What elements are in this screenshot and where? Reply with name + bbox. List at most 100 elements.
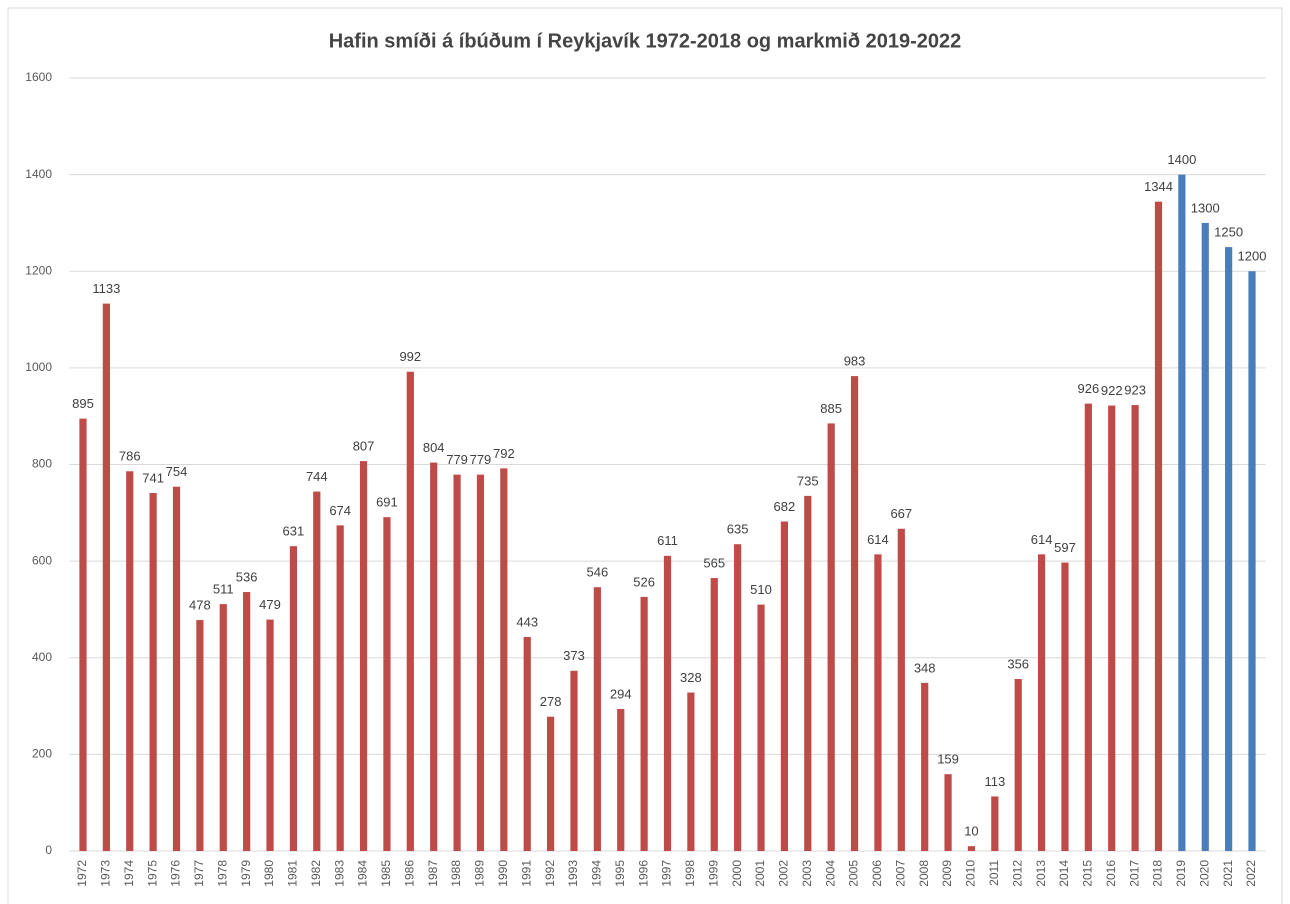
bar (359, 461, 368, 851)
data-label: 804 (423, 440, 445, 455)
x-tick-label: 1973 (99, 860, 113, 887)
x-tick-label: 1992 (543, 860, 557, 887)
data-label: 744 (306, 469, 328, 484)
data-label: 786 (119, 449, 141, 464)
data-label: 614 (1031, 532, 1053, 547)
y-tick-label: 400 (32, 650, 52, 664)
bar (219, 604, 227, 851)
data-label: 479 (259, 597, 281, 612)
bar (266, 619, 274, 851)
x-tick-label: 1996 (636, 860, 650, 887)
x-tick-label: 2005 (847, 860, 861, 887)
bar (827, 423, 835, 851)
data-label: 526 (633, 574, 655, 589)
bar (79, 418, 87, 851)
x-tick-label: 2014 (1057, 860, 1071, 887)
x-tick-label: 1984 (356, 860, 370, 887)
bar (1061, 562, 1069, 851)
bar (336, 525, 344, 851)
bar (1201, 222, 1209, 851)
bar (850, 376, 859, 851)
data-label: 443 (516, 614, 538, 629)
bar (523, 636, 531, 851)
data-label: 682 (774, 499, 796, 514)
x-tick-label: 2012 (1010, 860, 1024, 887)
x-tick-label: 1990 (496, 860, 510, 887)
bar (804, 495, 812, 851)
x-tick-label: 2003 (800, 860, 814, 887)
y-tick-label: 800 (32, 457, 52, 471)
bar (546, 716, 555, 851)
x-tick-label: 1999 (706, 860, 720, 887)
x-tick-label: 2022 (1244, 860, 1258, 887)
bar (126, 471, 134, 851)
x-tick-label: 1998 (683, 860, 697, 887)
data-label: 159 (937, 752, 959, 767)
data-label: 923 (1124, 383, 1146, 398)
bar (383, 517, 391, 851)
data-label: 779 (446, 452, 468, 467)
bar (406, 371, 414, 851)
x-tick-label: 2001 (753, 860, 767, 887)
bar (453, 474, 461, 851)
bar (1014, 679, 1022, 851)
data-label: 328 (680, 670, 702, 685)
bar (663, 555, 672, 851)
data-label: 1133 (92, 281, 120, 296)
data-label: 113 (984, 774, 1005, 789)
data-label: 667 (890, 506, 912, 521)
data-label: 611 (657, 533, 678, 548)
bar (1131, 405, 1139, 851)
bar (921, 682, 929, 851)
data-label: 631 (283, 524, 305, 539)
bar (476, 474, 485, 851)
bar (734, 544, 742, 851)
x-tick-label: 2016 (1104, 860, 1118, 887)
data-label: 1250 (1214, 225, 1243, 240)
x-tick-label: 2000 (730, 860, 744, 887)
y-tick-label: 0 (45, 843, 52, 857)
y-tick-label: 1000 (25, 360, 52, 374)
data-label: 1400 (1167, 152, 1196, 167)
data-label: 1200 (1238, 249, 1267, 264)
x-tick-label: 1979 (239, 860, 253, 887)
x-tick-label: 1991 (519, 860, 533, 887)
x-tick-label: 1981 (286, 860, 300, 887)
x-tick-label: 1986 (402, 860, 416, 887)
y-tick-label: 1200 (25, 263, 52, 277)
data-label: 691 (376, 495, 398, 510)
bar (617, 708, 625, 851)
bar (687, 692, 695, 851)
x-tick-label: 1994 (590, 860, 604, 887)
bar (102, 303, 110, 851)
data-label: 373 (563, 648, 585, 663)
data-label: 536 (236, 569, 258, 584)
bar (430, 462, 438, 851)
x-tick-label: 1997 (660, 860, 674, 887)
bar (757, 604, 765, 851)
x-tick-label: 2021 (1221, 860, 1235, 887)
x-tick-label: 1985 (379, 860, 393, 887)
bar (1037, 554, 1046, 851)
data-label: 779 (470, 452, 492, 467)
x-tick-label: 1977 (192, 860, 206, 887)
chart-title: Hafin smíði á íbúðum í Reykjavík 1972-20… (329, 30, 962, 52)
data-label: 478 (189, 598, 211, 613)
bar (710, 578, 718, 851)
x-tick-label: 1982 (309, 860, 323, 887)
x-tick-label: 2015 (1081, 860, 1095, 887)
data-label: 922 (1101, 383, 1123, 398)
x-tick-label: 2011 (987, 860, 1001, 886)
y-tick-label: 600 (32, 553, 52, 567)
bar (593, 587, 601, 851)
data-label: 510 (750, 582, 772, 597)
data-label: 348 (914, 660, 936, 675)
bar (1178, 174, 1186, 851)
x-tick-label: 2007 (893, 860, 907, 887)
x-tick-label: 1972 (75, 860, 89, 887)
bar (289, 546, 298, 851)
data-label: 1344 (1144, 179, 1173, 194)
data-label: 614 (867, 532, 889, 547)
data-label: 356 (1007, 656, 1029, 671)
